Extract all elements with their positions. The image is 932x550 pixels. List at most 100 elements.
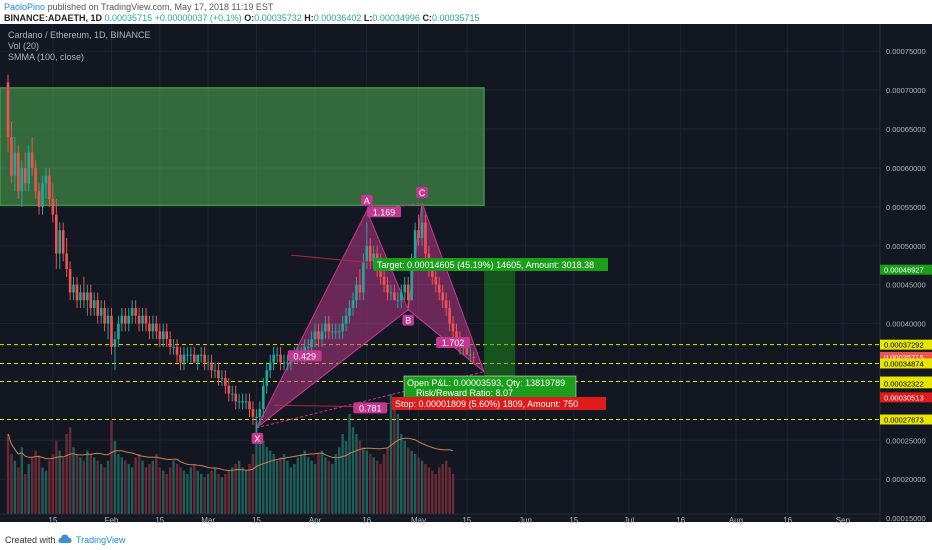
volume-bar [62,457,65,514]
volume-bar [286,460,289,514]
candle-body [130,308,134,316]
candle-body [286,362,289,364]
candle-body [417,230,420,238]
ratio-label: 0.781 [359,403,382,413]
candle-body [179,354,182,363]
candle-body [448,308,451,324]
point-label-c-bg [416,186,428,198]
price-axis[interactable]: 0.00075000 0.00070000 0.00065000 0.00060000… [879,24,932,523]
candle-body [217,370,220,379]
volume-bar [289,467,293,514]
candle-body [237,401,241,403]
ratio-label-bg [353,402,388,414]
price-tick-label: 0.00015000 [886,514,926,523]
candle-body [262,385,265,410]
time-tick-label: Mar [201,516,215,525]
candle-body [368,245,372,262]
volume-bar [244,470,248,514]
volume-bar [444,460,448,514]
price-tag-label: 0.00034874 [884,359,924,368]
candle-body [75,284,79,301]
candle-body [265,370,269,386]
volume-bar [196,470,199,514]
price-tick-label: 0.00025000 [886,436,926,445]
time-tick-label: May [411,516,426,525]
close-value: 0.00035715 [431,13,480,23]
volume-bar [86,450,89,514]
volume-bar [55,440,58,514]
time-axis[interactable]: 15 Feb 15 Mar 15 Apr 16 May 15 Jun 15 Jul 16 Aug 16 Sep [0,513,880,525]
volume-bar [320,450,324,514]
last-price: 0.00035715 [104,13,153,23]
volume-bar [182,470,186,514]
price-tag-bg [880,378,932,389]
candle-body [117,323,120,340]
candle-body [124,315,127,324]
price-tag-bg [880,392,932,403]
candle-body [275,354,279,356]
volume-bar [113,440,117,514]
volume-bar [30,457,34,514]
change: +0.00000037 (+0.1%) [154,13,242,23]
candle-body [113,339,117,347]
candle-body [227,385,231,394]
candle-body [30,152,34,168]
candle-body [344,315,348,324]
time-tick-label: 16 [362,516,371,525]
price-tag-bg [880,351,932,362]
volume-bar [137,454,141,514]
candle-body [6,82,10,137]
volume-bar [265,447,268,514]
candle-body [406,284,410,301]
volume-bar [393,407,396,514]
target-label-bg [374,258,608,271]
candle-body [79,292,82,301]
position-tool [484,269,516,398]
tradingview-brand[interactable]: TradingView [76,535,126,545]
candle-body [199,354,203,356]
candle-body [34,167,37,192]
volume-bar [224,474,227,514]
volume-bar [448,467,451,514]
candle-body [120,315,124,324]
candle-body [230,393,234,395]
candle-body [272,354,275,363]
time-tick-label: 15 [155,516,164,525]
volume-bar [193,464,196,514]
pattern-bd-line [407,309,485,373]
volume-bar [417,457,420,514]
vol-legend: Vol (20) [8,41,39,51]
ratio-label-bg [287,350,322,362]
created-with-text: Created with [5,535,56,545]
volume-bar [451,474,455,514]
candle-body [110,315,113,347]
candle-body [403,284,407,293]
volume-bar [151,460,155,514]
high-value: 0.00036402 [313,13,362,23]
volume-bar [120,457,124,514]
author-link[interactable]: PaoloPino [4,2,46,12]
target-label: Target: 0.00014605 (45.19%) 14605, Amoun… [377,260,594,270]
volume-bar [334,454,337,514]
volume-bar [189,467,193,514]
volume-bar [303,450,306,514]
footer: Created with TradingView [0,530,932,550]
chart-title: Cardano / Ethereum, 1D, BINANCE [8,30,151,40]
candle-body [165,331,168,340]
volume-bar [355,434,358,514]
volume-bar [324,457,327,514]
volume-bar [434,474,437,514]
candle-body [17,152,20,192]
candle-body [317,331,320,340]
volume-bar [251,454,255,514]
candle-body [348,308,351,316]
volume-bar [389,394,393,514]
candle-body [268,362,272,371]
candle-body [220,378,224,380]
candle-body [206,362,210,364]
time-tick-label: 16 [783,516,792,525]
candle-body [437,284,441,293]
volume-bar [413,454,417,514]
candle-body [386,284,389,293]
